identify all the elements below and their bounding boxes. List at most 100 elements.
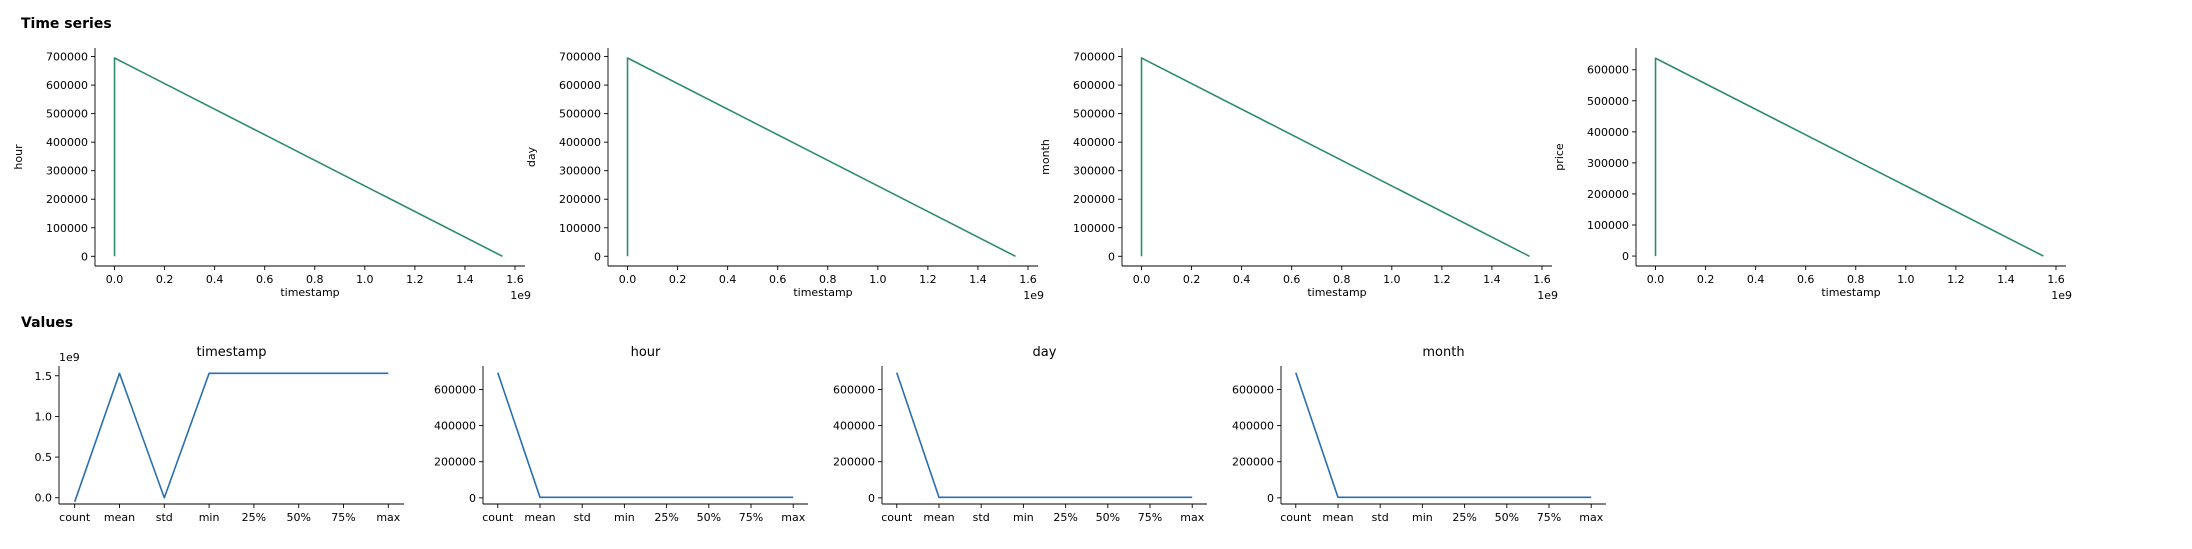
y-axis-offset-label: 1e9: [59, 351, 80, 364]
x-tick-label: 1.2: [1947, 273, 1965, 286]
x-tick-label: 0.8: [1333, 273, 1351, 286]
series-line: [497, 372, 794, 499]
x-tick-label: 25%: [242, 511, 266, 524]
series-line: [896, 372, 1193, 499]
y-tick-label: 400000: [1073, 136, 1115, 149]
y-tick-label: 0: [1622, 250, 1629, 263]
x-tick-label: count: [881, 511, 913, 524]
x-tick-label: 1.4: [456, 273, 474, 286]
y-tick-label: 1.5: [35, 370, 53, 383]
series-line: [1295, 372, 1592, 499]
y-axis-label: hour: [12, 144, 25, 170]
y-tick-label: 600000: [1587, 64, 1629, 77]
values-chart-day: 0 200000 400000 600000 count mean std min 25% 50%…: [833, 345, 1207, 524]
y-axis-label: day: [525, 146, 538, 167]
y-tick-label: 200000: [1587, 188, 1629, 201]
x-axis-label: timestamp: [1821, 286, 1880, 299]
y-tick-label: 300000: [46, 165, 88, 178]
series-line: [113, 57, 503, 258]
x-tick-label: 0.8: [819, 273, 837, 286]
x-tick-label: count: [1280, 511, 1312, 524]
y-tick-label: 400000: [559, 136, 601, 149]
x-tick-label: 0.8: [1847, 273, 1865, 286]
x-tick-label: 75%: [739, 511, 763, 524]
x-tick-label: 75%: [1138, 511, 1162, 524]
y-tick-label: 300000: [1587, 157, 1629, 170]
x-tick-label: 1.6: [1533, 273, 1551, 286]
x-tick-label: 0.2: [1183, 273, 1201, 286]
y-tick-label: 400000: [46, 136, 88, 149]
x-tick-label: 0.0: [106, 273, 124, 286]
x-tick-label: 0.0: [1647, 273, 1665, 286]
x-axis-label: timestamp: [1307, 286, 1366, 299]
x-tick-label: 50%: [1495, 511, 1519, 524]
x-tick-label: 75%: [1537, 511, 1561, 524]
x-tick-label: 1.0: [356, 273, 374, 286]
y-tick-label: 400000: [833, 420, 875, 433]
x-tick-label: 25%: [1053, 511, 1077, 524]
y-tick-label: 600000: [46, 79, 88, 92]
x-tick-label: 0.4: [1233, 273, 1251, 286]
x-tick-label: 1.0: [1897, 273, 1915, 286]
time-series-chart-month: 0 100000 200000 300000 400000 500000 600000 700…: [1039, 48, 1558, 302]
x-tick-label: min: [199, 511, 220, 524]
x-tick-label: 1.2: [1433, 273, 1451, 286]
y-tick-label: 0: [1108, 250, 1115, 263]
y-tick-label: 300000: [1073, 165, 1115, 178]
y-tick-label: 200000: [559, 193, 601, 206]
y-tick-label: 0: [1267, 492, 1274, 505]
x-tick-label: std: [973, 511, 990, 524]
x-tick-label: min: [614, 511, 635, 524]
x-axis-offset-label: 1e9: [1023, 289, 1044, 302]
x-axis-offset-label: 1e9: [1537, 289, 1558, 302]
x-tick-label: 0.6: [769, 273, 787, 286]
y-tick-label: 0.5: [35, 451, 53, 464]
chart-title: hour: [631, 345, 661, 360]
y-tick-label: 400000: [1232, 420, 1274, 433]
x-tick-label: 0.6: [1797, 273, 1815, 286]
y-tick-label: 500000: [46, 108, 88, 121]
x-tick-label: max: [781, 511, 805, 524]
x-tick-label: 1.2: [406, 273, 424, 286]
time-series-chart-price: 0 100000 200000 300000 400000 500000 600000 0.0…: [1553, 48, 2072, 302]
y-tick-label: 200000: [46, 193, 88, 206]
y-tick-label: 300000: [559, 165, 601, 178]
x-axis-offset-label: 1e9: [510, 289, 531, 302]
chart-title: month: [1422, 345, 1464, 360]
y-tick-label: 500000: [1587, 95, 1629, 108]
y-tick-label: 1.0: [35, 410, 53, 423]
x-tick-label: 0.2: [1697, 273, 1715, 286]
x-tick-label: 0.6: [256, 273, 274, 286]
x-tick-label: std: [1372, 511, 1389, 524]
y-tick-label: 200000: [434, 456, 476, 469]
y-tick-label: 600000: [833, 383, 875, 396]
x-tick-label: 0.2: [156, 273, 174, 286]
x-tick-label: min: [1412, 511, 1433, 524]
x-tick-label: 0.8: [306, 273, 324, 286]
chart-title: timestamp: [196, 345, 266, 360]
y-tick-label: 100000: [1587, 219, 1629, 232]
y-tick-label: 200000: [833, 456, 875, 469]
y-tick-label: 0: [594, 250, 601, 263]
x-axis-label: timestamp: [793, 286, 852, 299]
y-tick-label: 600000: [1073, 79, 1115, 92]
y-tick-label: 700000: [559, 51, 601, 64]
x-tick-label: 0.4: [719, 273, 737, 286]
values-section-title: Values: [21, 315, 74, 331]
x-axis-label: timestamp: [280, 286, 339, 299]
x-tick-label: 75%: [331, 511, 355, 524]
y-tick-label: 200000: [1232, 456, 1274, 469]
x-tick-label: std: [156, 511, 173, 524]
y-axis-label: price: [1553, 143, 1566, 171]
chart-title: day: [1033, 345, 1057, 360]
y-tick-label: 100000: [46, 222, 88, 235]
x-tick-label: mean: [104, 511, 135, 524]
x-tick-label: 25%: [654, 511, 678, 524]
values-chart-hour: 0 200000 400000 600000 count mean std min 25% 50%…: [434, 345, 808, 524]
time-series-chart-hour: 0 100000 200000 300000 400000 500000 600000 700…: [12, 48, 531, 302]
y-tick-label: 600000: [1232, 383, 1274, 396]
x-axis-offset-label: 1e9: [2051, 289, 2072, 302]
values-chart-timestamp: 0.0 0.5 1.0 1.5 count mean std min 25% 50% 75% max 1…: [35, 345, 404, 524]
x-tick-label: 0.0: [1133, 273, 1151, 286]
x-tick-label: 0.4: [1747, 273, 1765, 286]
